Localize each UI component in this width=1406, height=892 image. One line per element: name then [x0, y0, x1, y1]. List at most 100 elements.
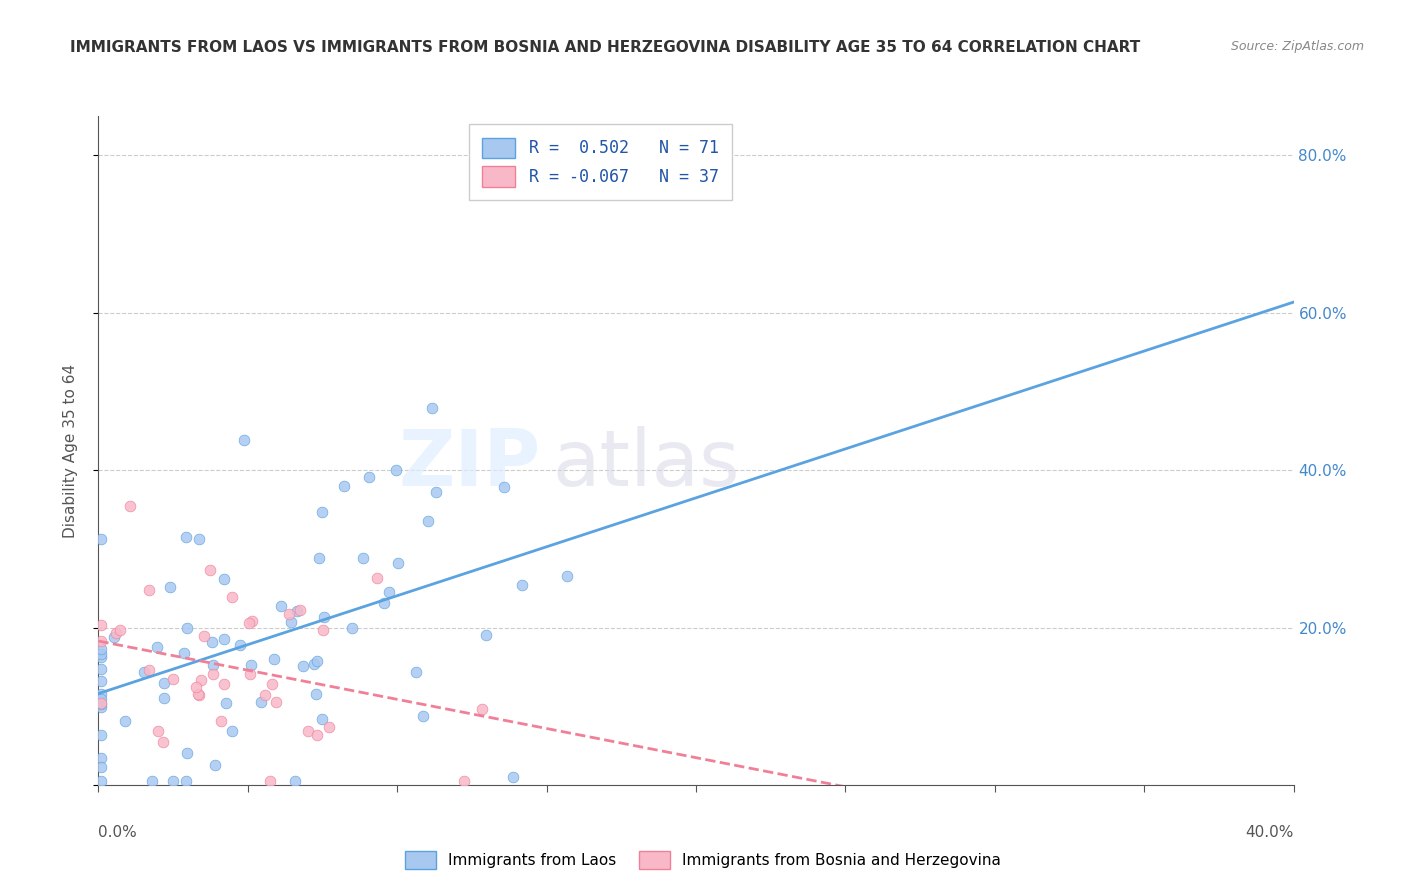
Point: [110, 623, 132, 637]
Point: [174, 530, 197, 544]
Point: [141, 774, 163, 789]
Point: [291, 659, 314, 673]
Point: [270, 599, 292, 613]
Point: [239, 658, 262, 673]
Point: [104, 626, 127, 640]
Point: [138, 582, 160, 597]
Point: [120, 499, 142, 513]
Point: [385, 463, 408, 477]
Point: [90, 662, 112, 676]
Point: [90, 691, 112, 706]
Point: [420, 401, 443, 415]
Point: [198, 563, 221, 577]
Point: [416, 515, 439, 529]
Point: [90, 751, 112, 765]
Point: [378, 584, 401, 599]
Point: [555, 568, 578, 582]
Point: [188, 532, 211, 546]
Point: [103, 630, 125, 644]
Point: [162, 773, 184, 788]
Text: atlas: atlas: [553, 425, 740, 502]
Point: [212, 677, 235, 691]
Point: [297, 724, 319, 739]
Point: [187, 687, 209, 701]
Point: [312, 623, 335, 637]
Point: [304, 657, 326, 671]
Point: [184, 680, 207, 694]
Point: [90, 760, 112, 774]
Point: [359, 470, 381, 484]
Point: [174, 774, 197, 789]
Point: [249, 695, 271, 709]
Point: [318, 720, 340, 734]
Point: [229, 638, 252, 652]
Point: [90, 648, 112, 662]
Point: [176, 746, 198, 760]
Point: [259, 774, 281, 789]
Point: [373, 596, 395, 610]
Point: [238, 615, 260, 630]
Point: [214, 632, 236, 647]
Legend: R =  0.502   N = 71, R = -0.067   N = 37: R = 0.502 N = 71, R = -0.067 N = 37: [468, 124, 733, 200]
Point: [162, 673, 184, 687]
Point: [262, 677, 284, 691]
Point: [209, 714, 232, 728]
Point: [288, 603, 311, 617]
Point: [352, 551, 374, 566]
Point: [253, 688, 276, 702]
Text: ZIP: ZIP: [398, 425, 540, 502]
Point: [239, 667, 262, 681]
Point: [134, 665, 156, 680]
Text: IMMIGRANTS FROM LAOS VS IMMIGRANTS FROM BOSNIA AND HERZEGOVINA DISABILITY AGE 35: IMMIGRANTS FROM LAOS VS IMMIGRANTS FROM …: [70, 40, 1140, 55]
Point: [314, 610, 336, 624]
Point: [387, 557, 409, 571]
Point: [471, 701, 494, 715]
Point: [90, 696, 112, 710]
Text: Source: ZipAtlas.com: Source: ZipAtlas.com: [1230, 40, 1364, 54]
Point: [305, 729, 328, 743]
Point: [146, 723, 169, 738]
Point: [159, 580, 181, 594]
Point: [201, 635, 224, 649]
Point: [284, 774, 307, 789]
Point: [114, 714, 136, 729]
Point: [366, 571, 388, 585]
Point: [311, 504, 333, 518]
Point: [90, 649, 112, 664]
Point: [145, 640, 167, 655]
Point: [307, 654, 329, 668]
Point: [333, 479, 356, 493]
Point: [90, 688, 112, 702]
Text: 0.0%: 0.0%: [98, 825, 138, 840]
Point: [492, 480, 515, 494]
Point: [263, 652, 285, 666]
Point: [202, 658, 225, 673]
Point: [188, 689, 211, 703]
Point: [285, 604, 308, 618]
Point: [264, 695, 287, 709]
Point: [308, 550, 330, 565]
Point: [90, 728, 112, 742]
Point: [277, 607, 299, 621]
Point: [173, 646, 195, 660]
Point: [412, 709, 434, 723]
Y-axis label: Disability Age 35 to 64: Disability Age 35 to 64: [63, 363, 77, 538]
Point: [425, 485, 447, 500]
Point: [311, 712, 333, 726]
Point: [153, 676, 176, 690]
Point: [153, 691, 176, 706]
Point: [90, 533, 112, 547]
Point: [190, 673, 212, 687]
Point: [152, 734, 174, 748]
Point: [204, 757, 226, 772]
Point: [138, 664, 160, 678]
Point: [240, 614, 263, 628]
Point: [502, 770, 524, 784]
Legend: Immigrants from Laos, Immigrants from Bosnia and Herzegovina: Immigrants from Laos, Immigrants from Bo…: [399, 845, 1007, 875]
Point: [405, 665, 427, 680]
Point: [340, 621, 363, 635]
Point: [214, 697, 236, 711]
Point: [176, 621, 198, 635]
Point: [90, 698, 112, 712]
Point: [280, 615, 302, 630]
